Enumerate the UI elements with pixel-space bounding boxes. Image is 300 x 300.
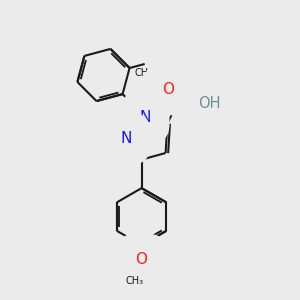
Text: N: N (120, 131, 132, 146)
Text: O: O (162, 82, 174, 97)
Text: CH₃: CH₃ (126, 277, 144, 286)
Text: N: N (140, 110, 151, 124)
Text: O: O (136, 252, 148, 267)
Text: CH₃: CH₃ (134, 68, 152, 78)
Text: OH: OH (199, 96, 221, 111)
